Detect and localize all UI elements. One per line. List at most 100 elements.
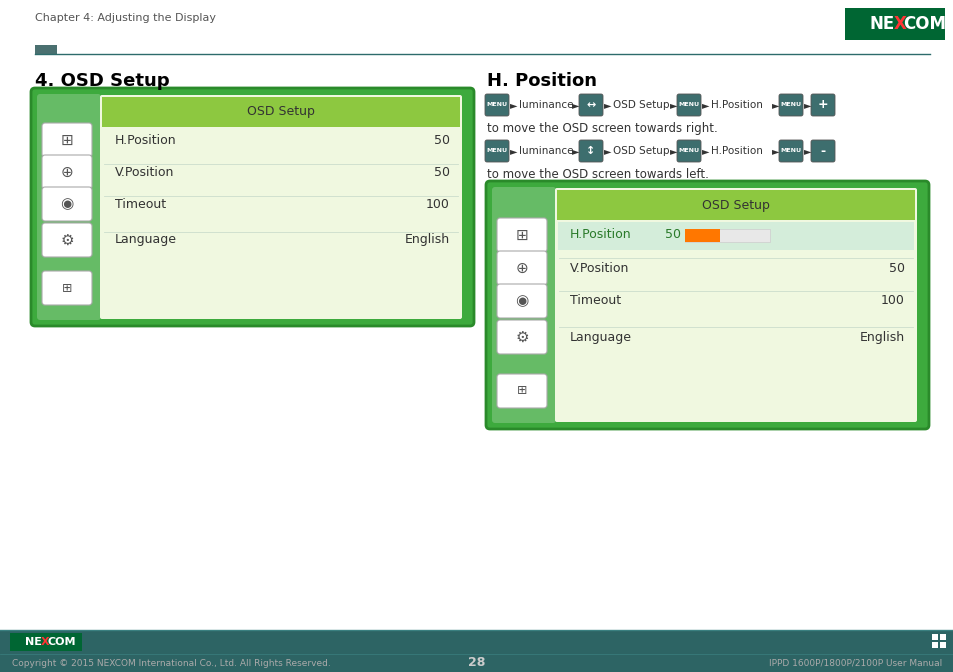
- Text: English: English: [859, 331, 904, 343]
- Text: to move the OSD screen towards left.: to move the OSD screen towards left.: [486, 168, 708, 181]
- FancyBboxPatch shape: [37, 94, 101, 320]
- Text: MENU: MENU: [678, 103, 699, 108]
- Text: ►: ►: [771, 146, 779, 156]
- FancyBboxPatch shape: [578, 94, 602, 116]
- Text: ►: ►: [510, 100, 517, 110]
- Text: luminance: luminance: [518, 100, 573, 110]
- Bar: [557, 190, 914, 220]
- Bar: [931, 642, 937, 648]
- Bar: [558, 222, 913, 250]
- Text: +: +: [817, 99, 827, 112]
- FancyBboxPatch shape: [484, 140, 509, 162]
- Text: ◉: ◉: [515, 294, 528, 308]
- Text: Language: Language: [569, 331, 631, 343]
- FancyBboxPatch shape: [555, 188, 916, 422]
- Text: ►: ►: [771, 100, 779, 110]
- Bar: [939, 642, 945, 648]
- Text: OSD Setup: OSD Setup: [613, 100, 669, 110]
- Text: ►: ►: [669, 146, 677, 156]
- Bar: [102, 97, 459, 127]
- Text: ►: ►: [603, 100, 611, 110]
- Text: 50: 50: [888, 261, 904, 274]
- Text: 50: 50: [434, 134, 450, 146]
- Text: MENU: MENU: [780, 149, 801, 153]
- Text: 50: 50: [434, 165, 450, 179]
- Text: ⚙: ⚙: [60, 233, 73, 247]
- FancyBboxPatch shape: [100, 95, 461, 319]
- Text: ►: ►: [510, 146, 517, 156]
- Text: OSD Setup: OSD Setup: [247, 106, 314, 118]
- FancyBboxPatch shape: [42, 187, 91, 221]
- FancyBboxPatch shape: [492, 187, 556, 423]
- Text: Copyright © 2015 NEXCOM International Co., Ltd. All Rights Reserved.: Copyright © 2015 NEXCOM International Co…: [12, 659, 331, 667]
- FancyBboxPatch shape: [677, 140, 700, 162]
- Text: MENU: MENU: [486, 103, 507, 108]
- Text: ⊞: ⊞: [515, 228, 528, 243]
- Text: 28: 28: [468, 657, 485, 669]
- FancyBboxPatch shape: [810, 94, 834, 116]
- FancyBboxPatch shape: [779, 140, 802, 162]
- Text: ⊞: ⊞: [517, 384, 527, 398]
- FancyBboxPatch shape: [42, 155, 91, 189]
- FancyBboxPatch shape: [497, 320, 546, 354]
- Text: MENU: MENU: [678, 149, 699, 153]
- Text: MENU: MENU: [780, 103, 801, 108]
- Text: COM: COM: [902, 15, 945, 33]
- FancyBboxPatch shape: [810, 140, 834, 162]
- Text: ►: ►: [803, 146, 811, 156]
- Text: ⊕: ⊕: [61, 165, 73, 179]
- FancyBboxPatch shape: [677, 94, 700, 116]
- Text: ►: ►: [603, 146, 611, 156]
- FancyBboxPatch shape: [30, 88, 474, 326]
- Text: V.Position: V.Position: [115, 165, 174, 179]
- Text: NE: NE: [869, 15, 894, 33]
- Bar: [684, 229, 720, 242]
- FancyBboxPatch shape: [42, 223, 91, 257]
- Text: H.Position: H.Position: [569, 228, 631, 241]
- FancyBboxPatch shape: [485, 181, 928, 429]
- Bar: [844, 8, 944, 40]
- FancyBboxPatch shape: [497, 284, 546, 318]
- Text: H.Position: H.Position: [115, 134, 176, 146]
- Bar: [939, 634, 945, 640]
- Text: luminance: luminance: [518, 146, 573, 156]
- FancyBboxPatch shape: [779, 94, 802, 116]
- Text: NE: NE: [25, 637, 42, 647]
- Text: ⚙: ⚙: [515, 329, 528, 345]
- Text: ►: ►: [701, 146, 709, 156]
- Text: ⊞: ⊞: [61, 132, 73, 147]
- Text: Timeout: Timeout: [115, 198, 166, 210]
- Text: H. Position: H. Position: [486, 72, 597, 90]
- FancyBboxPatch shape: [497, 251, 546, 285]
- Text: ►: ►: [572, 146, 578, 156]
- Text: ►: ►: [572, 100, 578, 110]
- Text: OSD Setup: OSD Setup: [613, 146, 669, 156]
- Text: IPPD 1600P/1800P/2100P User Manual: IPPD 1600P/1800P/2100P User Manual: [768, 659, 941, 667]
- Text: ►: ►: [701, 100, 709, 110]
- Text: ↔: ↔: [586, 100, 595, 110]
- Text: 100: 100: [881, 294, 904, 308]
- FancyBboxPatch shape: [42, 271, 91, 305]
- Bar: [35, 45, 57, 54]
- Text: -: -: [820, 144, 824, 157]
- FancyBboxPatch shape: [578, 140, 602, 162]
- Text: H.Position: H.Position: [710, 146, 762, 156]
- Text: MENU: MENU: [486, 149, 507, 153]
- Text: ►: ►: [803, 100, 811, 110]
- Bar: [10, 633, 82, 651]
- Text: 4. OSD Setup: 4. OSD Setup: [35, 72, 170, 90]
- FancyBboxPatch shape: [484, 94, 509, 116]
- Text: Chapter 4: Adjusting the Display: Chapter 4: Adjusting the Display: [35, 13, 215, 23]
- Text: X: X: [893, 15, 906, 33]
- Text: H.Position: H.Position: [710, 100, 762, 110]
- Text: to move the OSD screen towards right.: to move the OSD screen towards right.: [486, 122, 717, 135]
- Text: ↕: ↕: [586, 146, 595, 156]
- Text: Language: Language: [115, 233, 177, 247]
- FancyBboxPatch shape: [42, 123, 91, 157]
- FancyBboxPatch shape: [497, 374, 546, 408]
- Text: Timeout: Timeout: [569, 294, 620, 308]
- Text: English: English: [404, 233, 450, 247]
- Text: V.Position: V.Position: [569, 261, 629, 274]
- Text: COM: COM: [48, 637, 76, 647]
- Text: ⊕: ⊕: [515, 261, 528, 276]
